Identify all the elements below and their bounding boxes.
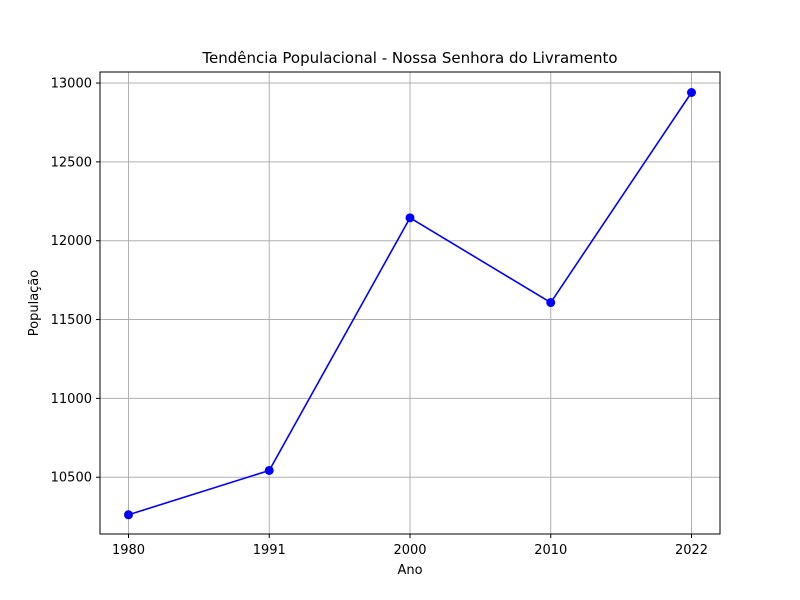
y-tick-label: 11500: [51, 313, 92, 328]
data-point-2000: [405, 213, 415, 223]
x-tick-label: 1980: [112, 543, 145, 558]
y-axis-ticks: 10500 11000 11500 12000 12500 13000: [51, 77, 100, 486]
data-point-1980: [124, 510, 133, 520]
y-tick-label: 11000: [51, 392, 92, 407]
y-tick-label: 12500: [51, 155, 92, 170]
series-layer: [124, 87, 696, 520]
data-point-2010: [546, 298, 556, 308]
y-axis-label: População: [27, 270, 42, 337]
x-tick-label: 2000: [393, 543, 426, 558]
data-point-1991: [264, 465, 274, 475]
y-tick-label: 10500: [51, 471, 92, 486]
x-axis-ticks: 1980 1991 2000 2010 2022: [112, 534, 708, 558]
x-axis-label: Ano: [397, 563, 422, 578]
x-tick-label: 2022: [675, 543, 708, 558]
x-tick-label: 2010: [534, 543, 567, 558]
y-tick-label: 12000: [51, 234, 92, 249]
data-point-2022: [687, 87, 696, 97]
chart-title: Tendência Populacional - Nossa Senhora d…: [201, 49, 617, 67]
y-tick-label: 13000: [51, 77, 92, 92]
x-tick-label: 1991: [253, 543, 286, 558]
